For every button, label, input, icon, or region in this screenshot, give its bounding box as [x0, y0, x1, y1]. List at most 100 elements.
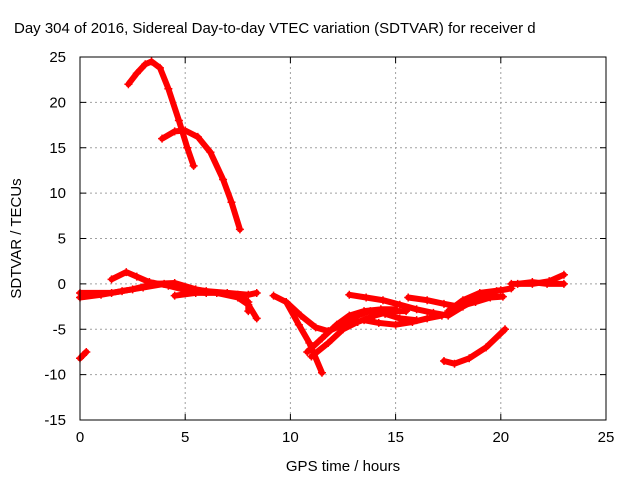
data-point	[147, 57, 156, 66]
data-point	[107, 275, 116, 284]
data-point	[181, 126, 190, 135]
series-line	[445, 287, 504, 315]
data-point	[128, 285, 137, 294]
y-axis-label: SDTVAR / TECUs	[8, 178, 25, 298]
data-point	[107, 288, 116, 297]
data-point	[513, 279, 522, 288]
data-point	[339, 325, 347, 334]
data-point	[501, 325, 510, 334]
data-point	[408, 317, 417, 326]
data-point	[353, 317, 362, 326]
y-tick-label: 0	[58, 276, 66, 293]
data-point	[486, 293, 495, 302]
series-line	[125, 58, 197, 169]
data-point	[206, 148, 215, 157]
data-point	[122, 268, 131, 277]
x-tick-label: 15	[387, 429, 404, 446]
chart-title: Day 304 of 2016, Sidereal Day-to-day VTE…	[14, 20, 536, 37]
data-point	[269, 291, 278, 300]
data-point	[82, 347, 91, 356]
y-tick-label: 25	[49, 49, 66, 66]
data-point	[311, 323, 320, 332]
data-series-arc-15	[439, 325, 510, 368]
data-point	[496, 286, 505, 295]
data-point	[145, 278, 154, 287]
data-point	[437, 311, 446, 320]
data-point	[252, 288, 261, 297]
data-series-layer	[76, 57, 568, 377]
data-point	[423, 296, 432, 305]
data-point	[132, 69, 141, 78]
grid	[80, 57, 606, 420]
data-point	[183, 143, 192, 152]
data-point	[378, 296, 387, 305]
data-point	[450, 359, 459, 368]
y-tick-label: 15	[49, 140, 66, 157]
data-point	[376, 305, 385, 314]
data-point	[345, 311, 354, 320]
y-tick-label: -5	[53, 321, 66, 338]
data-point	[294, 320, 303, 329]
data-point	[423, 314, 432, 323]
data-point	[498, 292, 507, 301]
data-point	[317, 334, 326, 343]
data-point	[244, 307, 253, 316]
y-tick-label: 20	[49, 94, 66, 111]
data-point	[141, 60, 150, 69]
series-line	[159, 127, 243, 233]
y-tick-label: 5	[58, 231, 66, 248]
x-axis-label: GPS time / hours	[286, 458, 400, 475]
data-point	[395, 300, 404, 309]
data-series-arc-1	[124, 57, 198, 170]
data-series-arc-9	[282, 298, 421, 336]
plot-frame	[79, 56, 607, 421]
data-point	[193, 132, 202, 141]
data-point	[471, 298, 480, 307]
data-point	[212, 288, 221, 297]
data-series-arc-18	[444, 286, 505, 316]
data-point	[164, 281, 173, 290]
data-series-arc-17	[513, 278, 568, 288]
data-series-arc-13	[360, 311, 446, 329]
data-point	[244, 290, 253, 299]
series-line	[441, 326, 508, 367]
data-point	[458, 296, 467, 305]
data-point	[235, 225, 244, 234]
data-point	[189, 161, 198, 170]
series-line	[77, 348, 90, 362]
data-point	[191, 288, 200, 297]
series-line	[270, 292, 325, 376]
data-series-arc-8	[269, 291, 326, 377]
x-tick-label: 25	[598, 429, 615, 446]
data-point	[465, 354, 474, 363]
data-point	[233, 290, 242, 299]
data-point	[132, 272, 141, 281]
data-point	[559, 279, 568, 288]
data-series-arc-7	[170, 288, 253, 316]
data-point	[244, 298, 253, 307]
x-tick-label: 20	[492, 429, 509, 446]
data-point	[439, 357, 448, 366]
data-point	[360, 316, 369, 325]
data-point	[174, 116, 183, 125]
x-tick-label: 5	[181, 429, 189, 446]
data-point	[296, 311, 305, 320]
data-point	[124, 80, 133, 89]
x-tick-label: 10	[282, 429, 299, 446]
data-point	[282, 298, 291, 307]
data-point	[528, 278, 537, 287]
data-point	[317, 368, 326, 377]
data-point	[324, 338, 333, 347]
data-point	[391, 320, 400, 329]
data-point	[305, 338, 314, 347]
data-point	[559, 270, 568, 279]
y-tick-label: 10	[49, 185, 66, 202]
data-series-arc-2	[158, 126, 244, 234]
data-point	[374, 318, 383, 327]
series-line	[283, 299, 420, 335]
data-point	[227, 198, 236, 207]
data-point	[303, 347, 312, 356]
data-point	[439, 299, 448, 308]
axis-ticks: 0 5 10 15 20 25 -15 -10 -5 0 5 10 15 20 25	[44, 49, 614, 446]
data-point	[345, 290, 354, 299]
